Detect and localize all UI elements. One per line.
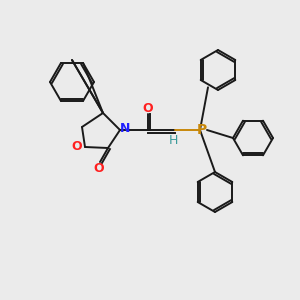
Text: N: N — [120, 122, 130, 134]
Text: H: H — [168, 134, 178, 146]
Text: P: P — [197, 123, 207, 137]
Text: O: O — [94, 161, 104, 175]
Text: O: O — [143, 101, 153, 115]
Text: O: O — [72, 140, 82, 152]
